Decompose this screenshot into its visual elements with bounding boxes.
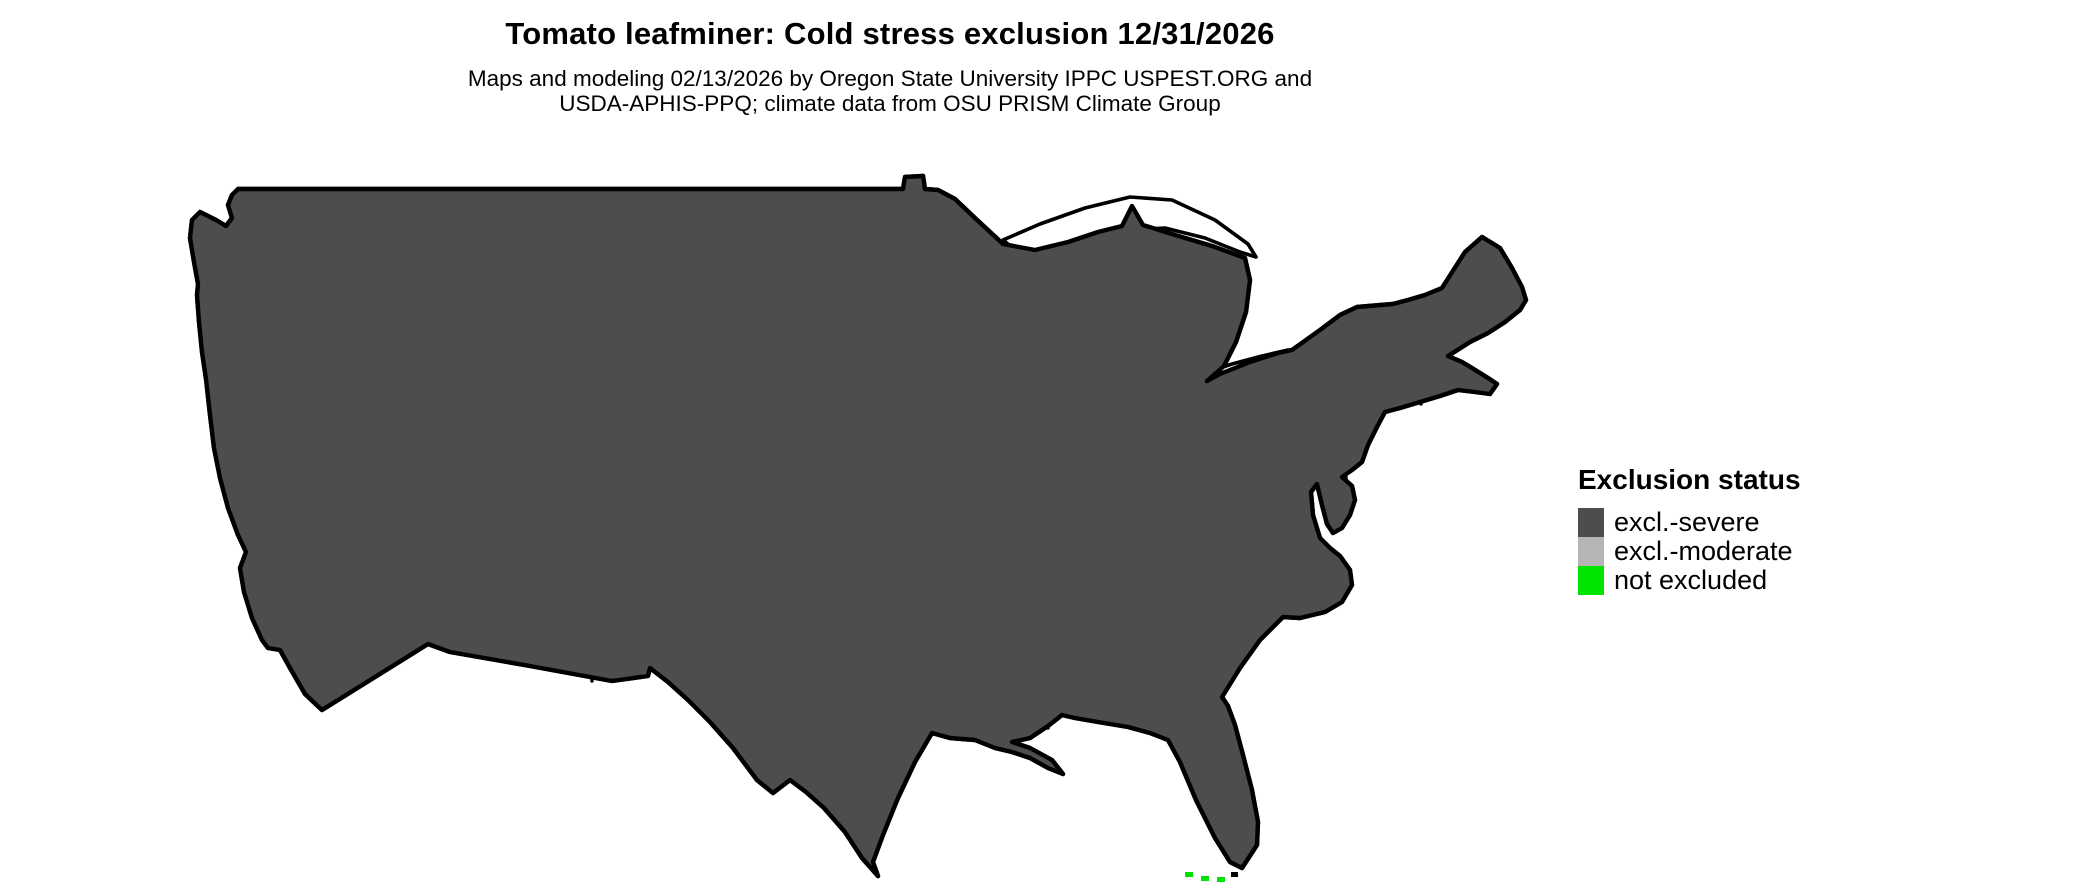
legend: Exclusion status excl.-severe excl.-moder… [1578,464,1801,595]
keys-speck [1201,876,1209,881]
legend-item-moderate: excl.-moderate [1578,536,1801,566]
map-subtitle-line2: USDA-APHIS-PPQ; climate data from OSU PR… [559,91,1221,116]
legend-item-not_excluded: not excluded [1578,565,1801,595]
florida-keys [1185,872,1238,882]
legend-label-not_excluded: not excluded [1614,565,1768,595]
legend-label-severe: excl.-severe [1614,507,1760,537]
keys-speck [1185,872,1193,877]
map-title: Tomato leafminer: Cold stress exclusion … [505,16,1275,51]
legend-swatch-severe [1578,508,1604,537]
map-header: Tomato leafminer: Cold stress exclusion … [0,0,1780,116]
legend-items: excl.-severe excl.-moderate not excluded [1578,507,1801,595]
legend-label-moderate: excl.-moderate [1614,536,1793,566]
keys-speck-dark [1231,872,1238,877]
legend-item-severe: excl.-severe [1578,507,1801,537]
legend-swatch-moderate [1578,537,1604,566]
map-subtitle-line1: Maps and modeling 02/13/2026 by Oregon S… [467,66,1313,91]
map-subtitle: Maps and modeling 02/13/2026 by Oregon S… [0,66,1780,116]
legend-swatch-not_excluded [1578,566,1604,595]
conus-coastline [190,176,1526,876]
legend-title: Exclusion status [1578,464,1801,495]
keys-speck [1217,877,1225,882]
